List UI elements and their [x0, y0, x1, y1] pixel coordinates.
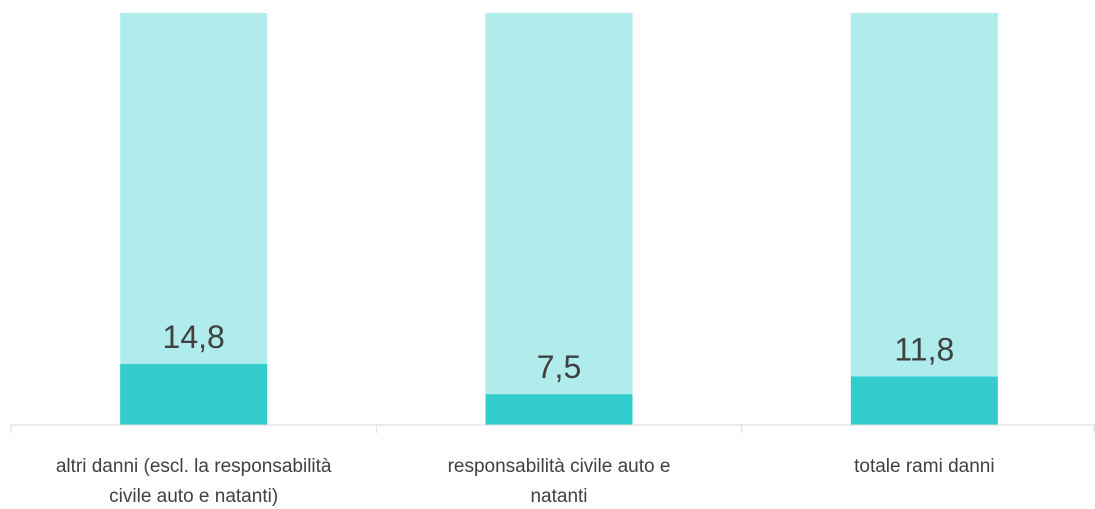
bar-segment-value-2 — [850, 376, 998, 425]
category-label-1: responsabilità civile auto e natanti — [448, 456, 671, 507]
data-label-1: 7,5 — [537, 349, 581, 385]
category-label-0: altri danni (escl. la responsabilità civi… — [56, 456, 332, 507]
data-label-2: 11,8 — [894, 331, 954, 367]
category-label-2: totale rami danni — [854, 456, 994, 477]
bar-segment-remainder-1 — [485, 13, 633, 395]
data-label-0: 14,8 — [163, 319, 225, 355]
category-labels: 14,8 altri danni (escl. la responsabilità… — [56, 319, 995, 507]
bar-segment-remainder-2 — [850, 13, 998, 377]
plot-area — [120, 13, 998, 425]
bar-segment-value-1 — [485, 394, 633, 425]
bar-segment-value-0 — [120, 364, 268, 425]
x-axis — [10, 424, 1095, 433]
bar-segment-remainder-0 — [120, 13, 268, 365]
